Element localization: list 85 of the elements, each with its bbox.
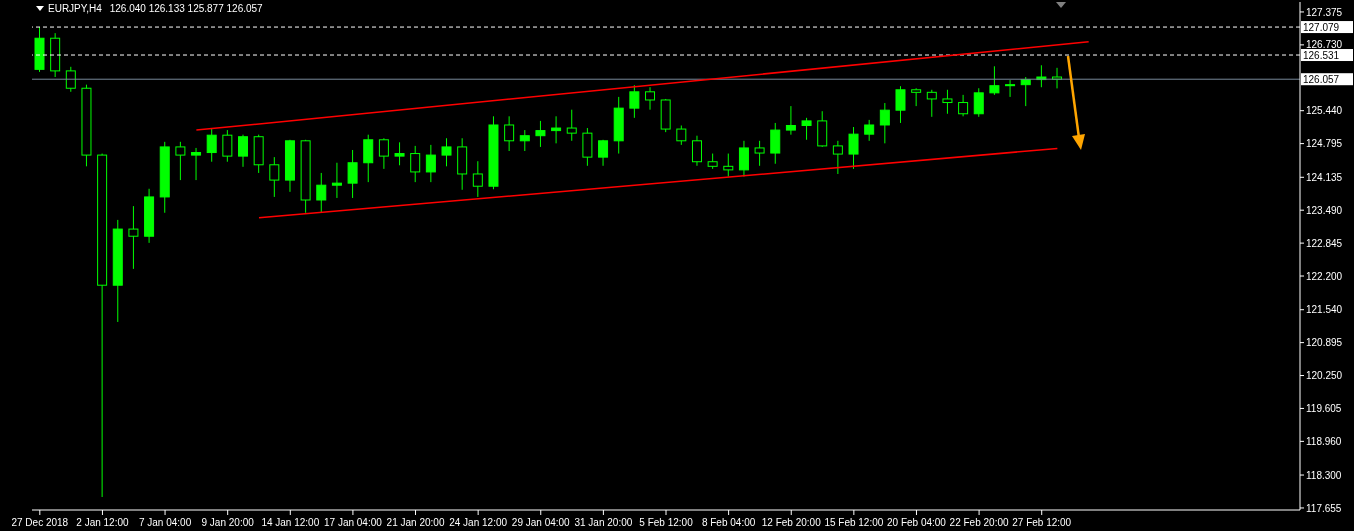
candlestick: [394, 141, 405, 166]
candlestick: [832, 140, 843, 175]
candlestick: [410, 145, 421, 183]
candlestick: [519, 129, 530, 152]
candlestick: [175, 141, 186, 181]
candlestick: [582, 127, 593, 167]
candlestick: [895, 85, 906, 124]
x-tick-label: 24 Jan 12:00: [449, 517, 508, 528]
x-tick-label: 8 Feb 04:00: [701, 517, 756, 528]
candlestick: [1005, 79, 1016, 98]
x-tick-label: 27 Dec 2018: [11, 517, 69, 528]
candlestick: [785, 105, 796, 136]
candlestick: [958, 94, 969, 117]
x-tick-label: 5 Feb 12:00: [639, 517, 694, 528]
candlestick: [331, 162, 342, 199]
candlestick: [206, 128, 217, 163]
candlestick: [191, 147, 202, 181]
y-tick-label: 118.300: [1306, 469, 1342, 481]
candlestick: [441, 137, 452, 167]
x-tick-label: 14 Jan 12:00: [261, 517, 320, 528]
y-tick-label: 124.795: [1306, 138, 1343, 150]
candlestick: [942, 89, 953, 115]
candlestick: [911, 87, 922, 107]
x-tick-label: 15 Feb 12:00: [824, 517, 884, 528]
y-tick-label: 123.490: [1306, 204, 1343, 216]
candlestick: [378, 137, 389, 170]
x-tick-label: 12 Feb 20:00: [761, 517, 822, 528]
ref-line-label: 126.057: [1303, 74, 1340, 86]
candlestick: [989, 65, 1000, 96]
candlestick: [848, 126, 859, 170]
candlestick: [551, 115, 562, 144]
candlestick: [269, 156, 280, 198]
candlestick: [472, 160, 483, 198]
candlestick: [864, 119, 875, 142]
candlestick: [676, 124, 687, 146]
candlestick: [222, 129, 233, 163]
candlestick: [566, 109, 577, 142]
y-tick-label: 127.375: [1306, 6, 1343, 18]
candlestick: [691, 135, 702, 167]
x-tick-label: 29 Jan 04:00: [511, 517, 571, 528]
x-tick-label: 27 Feb 12:00: [1012, 517, 1072, 528]
x-tick-label: 2 Jan 12:00: [76, 517, 130, 528]
ref-line-label: 127.079: [1303, 22, 1340, 34]
candlestick: [535, 120, 546, 148]
y-tick-label: 121.540: [1306, 304, 1343, 316]
candlestick: [770, 122, 781, 165]
chart-title: EURJPY,H4: [48, 3, 102, 14]
candlestick: [723, 153, 734, 178]
candlestick: [316, 172, 327, 214]
y-tick-label: 126.730: [1306, 39, 1343, 51]
y-tick-label: 117.655: [1306, 502, 1342, 514]
candlestick: [879, 102, 890, 144]
y-tick-label: 124.135: [1306, 171, 1343, 183]
y-tick-label: 122.200: [1306, 270, 1343, 282]
y-tick-label: 120.895: [1306, 337, 1343, 349]
x-tick-label: 31 Jan 20:00: [574, 517, 633, 528]
candlestick: [128, 205, 139, 270]
candlestick: [926, 89, 937, 118]
x-tick-label: 22 Feb 20:00: [949, 517, 1009, 528]
x-tick-label: 20 Feb 04:00: [887, 517, 947, 528]
x-tick-label: 21 Jan 20:00: [386, 517, 445, 528]
y-tick-label: 125.440: [1306, 105, 1343, 117]
candlestick: [238, 134, 249, 168]
candlestick: [973, 87, 984, 118]
candlestick: [598, 139, 609, 167]
ref-line-label: 126.531: [1303, 50, 1340, 62]
x-tick-label: 7 Jan 04:00: [138, 517, 192, 528]
candlestick: [738, 140, 749, 178]
candlestick: [425, 144, 436, 183]
y-tick-label: 120.250: [1306, 370, 1343, 382]
candlestick: [801, 117, 812, 141]
x-tick-label: 17 Jan 04:00: [324, 517, 383, 528]
chart-subtitle: 126.040 126.133 125.877 126.057: [109, 3, 263, 14]
candlestick: [754, 140, 765, 167]
y-tick-label: 122.845: [1306, 237, 1343, 249]
candlestick: [629, 84, 640, 119]
y-tick-label: 119.605: [1306, 403, 1342, 414]
candlestick: [1052, 67, 1063, 89]
candlestick: [347, 149, 358, 199]
candlestick: [363, 134, 374, 183]
x-tick-label: 9 Jan 20:00: [201, 517, 255, 528]
candlestick: [65, 66, 76, 93]
y-tick-label: 118.960: [1306, 435, 1342, 447]
candlestick: [504, 115, 515, 152]
candlestick: [645, 86, 656, 111]
